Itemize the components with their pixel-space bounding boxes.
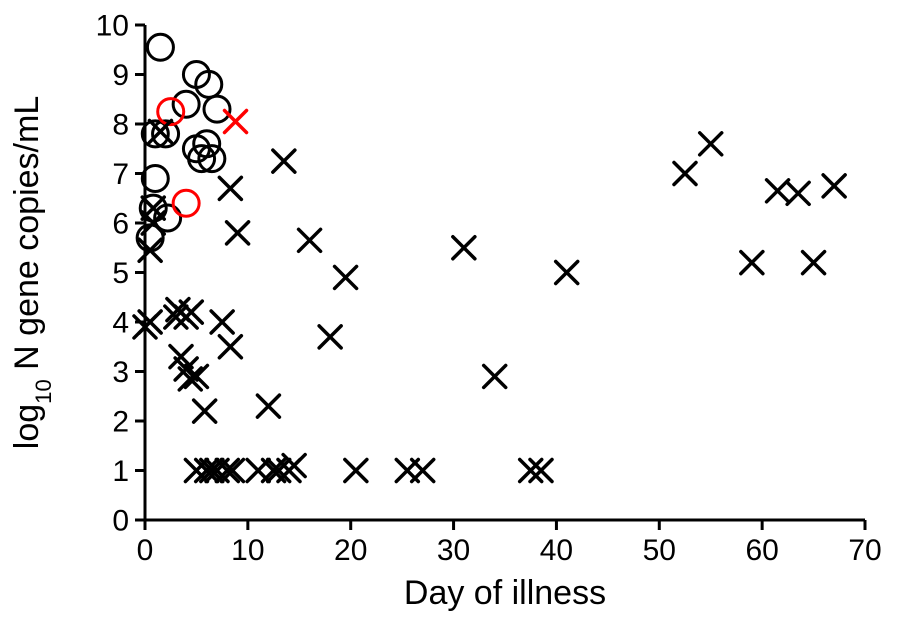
marker-x [674,163,696,185]
x-tick-label: 0 [137,534,154,567]
scatter-chart: 0 10 20 30 40 50 60 70 0 1 2 3 4 5 6 7 8 9 10 Day of illnes… [0,0,900,625]
marker-x [700,133,722,155]
marker-x [194,400,216,422]
marker-x [273,150,295,172]
marker-x [257,395,279,417]
y-tick-label: 10 [96,10,129,43]
x-tick-label: 10 [231,534,264,567]
marker-x [741,252,763,274]
marker-x [299,229,321,251]
marker-circle [204,96,230,122]
marker-x [484,365,506,387]
x-tick-label: 50 [643,534,676,567]
x-tick-label: 60 [745,534,778,567]
marker-x [787,182,809,204]
marker-circle [173,190,199,216]
y-tick-label: 6 [112,208,129,241]
marker-x [211,311,233,333]
marker-circle [194,131,220,157]
chart-svg: 0 10 20 30 40 50 60 70 0 1 2 3 4 5 6 7 8 9 10 Day of illnes… [0,0,900,625]
marker-x [227,222,249,244]
marker-x [216,460,238,482]
marker-circle [147,34,173,60]
marker-x [556,262,578,284]
y-tick-label: 0 [112,505,129,538]
marker-x [219,336,241,358]
marker-x [221,460,243,482]
marker-x [139,239,161,261]
marker-x [823,175,845,197]
marker-x [196,460,218,482]
marker-x [345,460,367,482]
x-tick-label: 70 [848,534,881,567]
x-tick-label: 40 [540,534,573,567]
marker-x [412,460,434,482]
x-tick-label: 30 [437,534,470,567]
marker-x [335,266,357,288]
marker-x [219,177,241,199]
y-tick-label: 7 [112,158,129,191]
marker-x [225,111,247,133]
marker-circle [173,91,199,117]
y-axis-label: log10 N gene copies/mL [8,96,56,449]
marker-x [453,237,475,259]
y-tick-label: 1 [112,455,129,488]
y-tick-label: 9 [112,59,129,92]
y-tick-label: 3 [112,356,129,389]
marker-x [767,180,789,202]
y-tick-label: 8 [112,109,129,142]
marker-x [319,326,341,348]
marker-x [530,460,552,482]
x-axis-label: Day of illness [404,574,606,612]
marker-x [803,252,825,274]
marker-x [520,460,542,482]
y-tick-label: 2 [112,406,129,439]
marker-x [268,460,290,482]
y-tick-label: 4 [112,307,129,340]
x-tick-label: 20 [334,534,367,567]
y-tick-label: 5 [112,257,129,290]
